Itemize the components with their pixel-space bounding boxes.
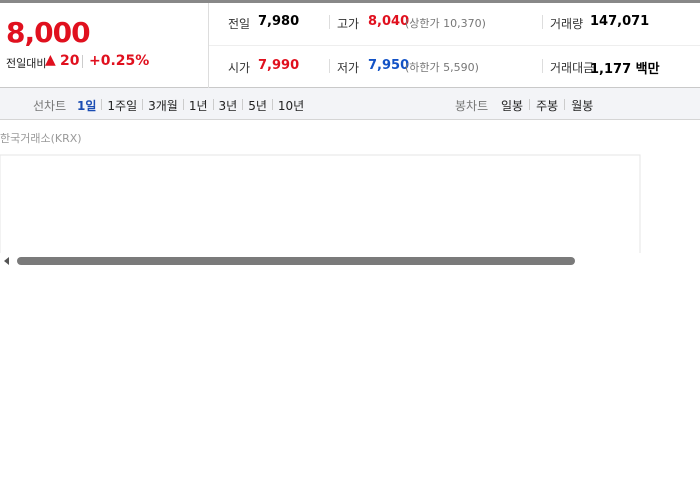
divider: [564, 99, 566, 110]
stat-note: (상한가 10,370): [405, 17, 486, 30]
plot-frame: [0, 154, 641, 259]
divider: [271, 99, 273, 110]
stat-label: 거래량: [550, 17, 584, 31]
tab-bar: [0, 88, 700, 120]
divider: [142, 99, 144, 110]
divider: [209, 45, 700, 46]
scroll-left[interactable]: [4, 257, 9, 265]
tab-label: 선차트: [33, 99, 67, 113]
range-tab[interactable]: 3년: [218, 99, 238, 113]
stat-label: 고가: [337, 17, 360, 31]
range-tab[interactable]: 5년: [248, 99, 267, 113]
divider: [208, 3, 209, 88]
range-tab[interactable]: 10년: [277, 99, 305, 113]
range-tab[interactable]: 1주일: [107, 99, 138, 113]
stat-value: 7,950: [368, 58, 410, 73]
divider: [329, 15, 330, 29]
candle-tab[interactable]: 월봉: [571, 99, 594, 113]
change: 20: [60, 53, 80, 69]
change-pct: +0.25%: [89, 53, 150, 69]
candle-tab[interactable]: 일봉: [501, 99, 524, 113]
stat-label: 시가: [228, 61, 251, 75]
stat-label: 저가: [337, 61, 360, 75]
stat-label: 전일: [228, 17, 251, 31]
price: 8,000: [6, 16, 91, 49]
divider: [329, 59, 330, 73]
scroll-thumb[interactable]: [17, 257, 575, 265]
divider: [529, 99, 531, 110]
range-tab[interactable]: 3개월: [148, 99, 178, 113]
summary-panel: [0, 0, 700, 88]
stat-value: 7,990: [258, 58, 300, 73]
stat-value: 7,980: [258, 14, 300, 29]
change-arrow: ▲: [45, 52, 56, 68]
tab-label: 봉차트: [455, 99, 489, 113]
range-tab[interactable]: 1년: [188, 99, 208, 113]
divider: [542, 59, 543, 73]
chart: [0, 154, 700, 270]
candle-tab[interactable]: 주봉: [536, 99, 559, 113]
source: 한국거래소(KRX): [0, 132, 82, 145]
divider: [542, 15, 543, 29]
divider: [212, 99, 214, 110]
stat-note: (하한가 5,590): [405, 61, 479, 74]
stat-value: 147,071: [590, 14, 650, 29]
divider: [182, 99, 184, 110]
stat-value: 8,040: [368, 14, 410, 29]
divider: [82, 55, 83, 68]
range-tab[interactable]: 1일: [77, 99, 97, 113]
stat-label: 거래대금: [550, 61, 595, 75]
divider: [101, 99, 103, 110]
divider: [242, 99, 244, 110]
stat-value: 1,177 백만: [590, 62, 660, 77]
change-label: 전일대비: [6, 57, 47, 70]
